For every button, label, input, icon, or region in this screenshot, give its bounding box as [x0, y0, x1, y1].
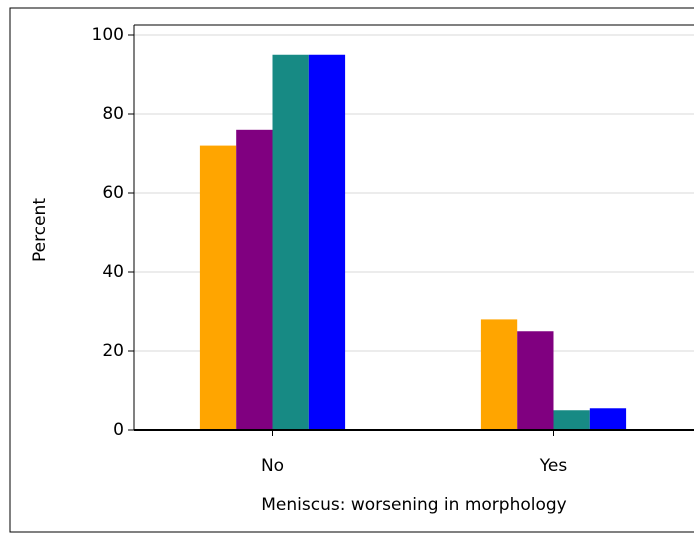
bar — [308, 54, 346, 430]
x-tick-label: Yes — [539, 456, 568, 476]
bar — [480, 319, 518, 430]
x-tick-label: No — [261, 456, 284, 476]
bar — [272, 54, 309, 430]
y-tick-label: 20 — [102, 341, 124, 361]
y-tick-label: 0 — [113, 420, 124, 440]
y-tick-label: 80 — [102, 104, 124, 124]
bar — [589, 408, 627, 430]
bar — [236, 129, 273, 431]
bar — [517, 331, 554, 430]
y-tick-label: 100 — [92, 25, 124, 45]
bar — [199, 145, 237, 430]
y-tick-label: 60 — [102, 183, 124, 203]
y-axis-label: Percent — [30, 198, 50, 262]
y-tick-label: 40 — [102, 262, 124, 282]
bar — [553, 410, 590, 430]
x-axis-label: Meniscus: worsening in morphology — [261, 495, 566, 515]
chart-frame — [9, 7, 694, 533]
